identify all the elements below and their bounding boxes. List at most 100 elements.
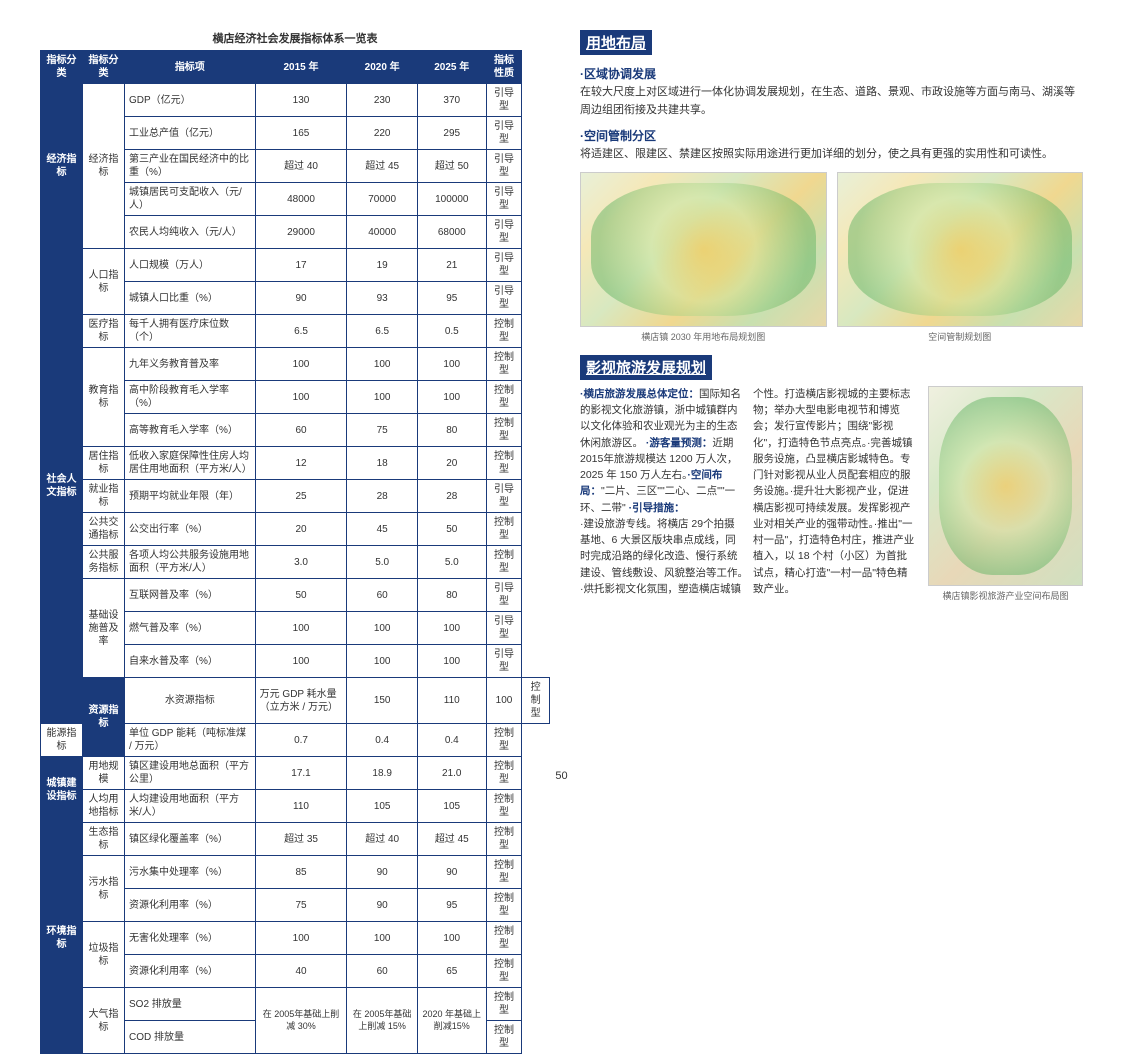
type-cell: 控制型: [486, 724, 522, 757]
type-cell: 引导型: [486, 150, 522, 183]
subcategory-cell: 公共交通指标: [83, 513, 125, 546]
value-cell: 60: [255, 414, 347, 447]
value-cell: 12: [255, 447, 347, 480]
item-cell: 万元 GDP 耗水量（立方米 / 万元）: [255, 678, 347, 724]
type-cell: 引导型: [486, 183, 522, 216]
type-cell: 控制型: [522, 678, 550, 724]
item-cell: 人口规模（万人）: [125, 249, 256, 282]
value-cell: 5.0: [417, 546, 486, 579]
category-cell: 经济指标: [41, 84, 83, 249]
value-cell: 20: [255, 513, 347, 546]
value-cell: 165: [255, 117, 347, 150]
section1-text1: 在较大尺度上对区域进行一体化协调发展规划，在生态、道路、景观、市政设施等方面与南…: [580, 84, 1083, 119]
item-cell: 单位 GDP 能耗（吨标准煤 / 万元）: [125, 724, 256, 757]
value-cell: 100: [486, 678, 522, 724]
value-cell: 110: [255, 790, 347, 823]
value-cell: 48000: [255, 183, 347, 216]
map3-caption: 横店镇影视旅游产业空间布局图: [928, 589, 1083, 602]
value-cell: 100: [347, 381, 418, 414]
value-cell: 90: [255, 282, 347, 315]
value-cell: 80: [417, 579, 486, 612]
type-cell: 引导型: [486, 84, 522, 117]
subcategory-cell: 居住指标: [83, 447, 125, 480]
value-cell: 在 2005年基础上削减 15%: [347, 988, 418, 1054]
value-cell: 295: [417, 117, 486, 150]
value-cell: 60: [347, 579, 418, 612]
subcategory-cell: 公共服务指标: [83, 546, 125, 579]
subcategory-cell: 人口指标: [83, 249, 125, 315]
subcategory-cell: 人均用地指标: [83, 790, 125, 823]
value-cell: 0.7: [255, 724, 347, 757]
value-cell: 25: [255, 480, 347, 513]
type-cell: 控制型: [486, 546, 522, 579]
value-cell: 60: [347, 955, 418, 988]
value-cell: 21: [417, 249, 486, 282]
section1-sub1: ·区域协调发展: [580, 65, 1083, 82]
value-cell: 100: [417, 645, 486, 678]
value-cell: 6.5: [255, 315, 347, 348]
value-cell: 超过 45: [417, 823, 486, 856]
type-cell: 控制型: [486, 1021, 522, 1054]
map3-image: [928, 386, 1083, 586]
value-cell: 50: [417, 513, 486, 546]
type-cell: 引导型: [486, 645, 522, 678]
value-cell: 100: [255, 922, 347, 955]
item-cell: 低收入家庭保障性住房人均居住用地面积（平方米/人）: [125, 447, 256, 480]
page-number: 50: [555, 770, 567, 782]
value-cell: 100: [417, 612, 486, 645]
type-cell: 控制型: [486, 757, 522, 790]
value-cell: 100: [347, 922, 418, 955]
value-cell: 100: [255, 645, 347, 678]
value-cell: 95: [417, 889, 486, 922]
item-cell: 九年义务教育普及率: [125, 348, 256, 381]
type-cell: 控制型: [486, 315, 522, 348]
value-cell: 75: [347, 414, 418, 447]
item-cell: 污水集中处理率（%）: [125, 856, 256, 889]
type-cell: 控制型: [486, 414, 522, 447]
value-cell: 20: [417, 447, 486, 480]
item-cell: 高中阶段教育毛入学率（%）: [125, 381, 256, 414]
value-cell: 100: [255, 348, 347, 381]
subcategory-cell: 污水指标: [83, 856, 125, 922]
category-cell: 社会人文指标: [41, 249, 83, 724]
subcategory-cell: 用地规模: [83, 757, 125, 790]
item-cell: 公交出行率（%）: [125, 513, 256, 546]
value-cell: 100: [417, 348, 486, 381]
table-header: 2020 年: [347, 51, 418, 84]
section2-body: ·横店旅游发展总体定位：国际知名的影视文化旅游镇，浙中城镇群内以文化体验和农业观…: [580, 386, 916, 602]
type-cell: 控制型: [486, 348, 522, 381]
category-cell: 环境指标: [41, 823, 83, 1054]
item-cell: 资源化利用率（%）: [125, 889, 256, 922]
category-cell: 城镇建设指标: [41, 757, 83, 823]
value-cell: 17: [255, 249, 347, 282]
value-cell: 70000: [347, 183, 418, 216]
item-cell: 镇区绿化覆盖率（%）: [125, 823, 256, 856]
value-cell: 90: [417, 856, 486, 889]
value-cell: 6.5: [347, 315, 418, 348]
value-cell: 90: [347, 856, 418, 889]
value-cell: 0.5: [417, 315, 486, 348]
value-cell: 93: [347, 282, 418, 315]
value-cell: 0.4: [347, 724, 418, 757]
item-cell: 各项人均公共服务设施用地面积（平方米/人）: [125, 546, 256, 579]
value-cell: 68000: [417, 216, 486, 249]
item-cell: 人均建设用地面积（平方米/人）: [125, 790, 256, 823]
type-cell: 引导型: [486, 612, 522, 645]
section1-text2: 将适建区、限建区、禁建区按照实际用途进行更加详细的划分，使之具有更强的实用性和可…: [580, 146, 1083, 164]
type-cell: 引导型: [486, 480, 522, 513]
value-cell: 130: [255, 84, 347, 117]
subcategory-cell: 大气指标: [83, 988, 125, 1054]
value-cell: 28: [417, 480, 486, 513]
table-header: 指标性质: [486, 51, 522, 84]
type-cell: 控制型: [486, 988, 522, 1021]
indicator-table: 指标分类指标分类指标项2015 年2020 年2025 年指标性质 经济指标经济…: [40, 50, 550, 1054]
value-cell: 100: [347, 348, 418, 381]
table-header: 指标分类: [83, 51, 125, 84]
value-cell: 18.9: [347, 757, 418, 790]
category-cell: 资源指标: [83, 678, 125, 757]
value-cell: 50: [255, 579, 347, 612]
item-cell: SO2 排放量: [125, 988, 256, 1021]
subcategory-cell: 水资源指标: [125, 678, 256, 724]
table-header: 指标项: [125, 51, 256, 84]
value-cell: 150: [347, 678, 418, 724]
